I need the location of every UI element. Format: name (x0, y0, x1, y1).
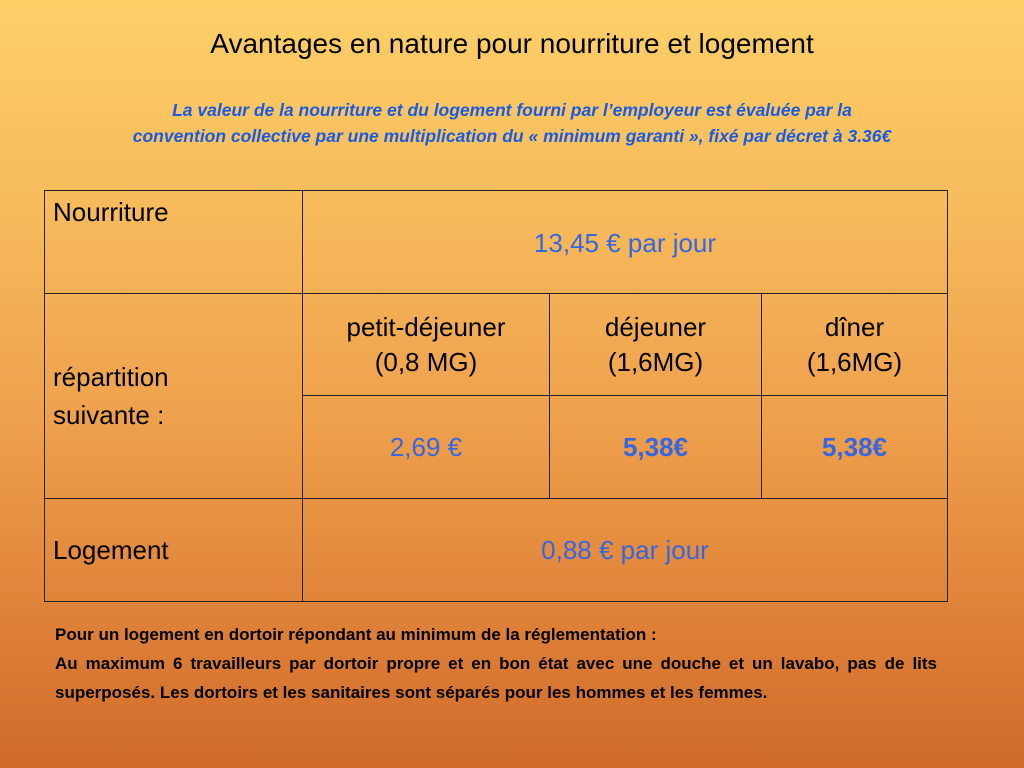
table-row-meals: répartition suivante : petit-déjeuner (0… (44, 293, 948, 499)
breakfast-amount: 2,69 € (302, 395, 550, 499)
note-body: Au maximum 6 travailleurs par dortoir pr… (55, 654, 937, 702)
slide-title: Avantages en nature pour nourriture et l… (210, 28, 814, 59)
meal-lunch-coef: (1,6MG) (607, 346, 704, 377)
meal-lunch-name: déjeuner (604, 311, 707, 342)
meal-breakfast-name: petit-déjeuner (346, 311, 506, 342)
table-row-amounts: 2,69 € 5,38€ 5,38€ (45, 395, 948, 499)
dormitory-note: Pour un logement en dortoir répondant au… (55, 620, 937, 707)
breakdown-label-line-1: répartition (53, 362, 169, 392)
note-heading: Pour un logement en dortoir répondant au… (55, 625, 657, 644)
subtitle-line-2: convention collective par une multiplica… (132, 126, 892, 146)
meal-lunch: déjeuner (1,6MG) (549, 293, 762, 396)
benefits-table: Nourriture 13,45 € par jour répartition … (44, 190, 948, 602)
slide-subtitle: La valeur de la nourriture et du logemen… (0, 97, 1024, 149)
meal-dinner: dîner (1,6MG) (761, 293, 948, 396)
meal-dinner-coef: (1,6MG) (806, 346, 903, 377)
breakdown-label: répartition suivante : (44, 293, 303, 499)
dinner-amount: 5,38€ (761, 395, 948, 499)
food-daily-value: 13,45 € par jour (302, 190, 948, 294)
meal-dinner-name: dîner (824, 311, 885, 342)
subtitle-line-1: La valeur de la nourriture et du logemen… (172, 100, 852, 120)
table-row-food: Nourriture 13,45 € par jour (44, 190, 948, 294)
lunch-amount: 5,38€ (549, 395, 762, 499)
food-label: Nourriture (44, 190, 303, 294)
lodging-label: Logement (44, 498, 303, 602)
breakdown-label-line-2: suivante : (53, 400, 165, 430)
lodging-daily-value: 0,88 € par jour (302, 498, 948, 602)
meal-breakfast: petit-déjeuner (0,8 MG) (302, 293, 550, 396)
table-row-lodging: Logement 0,88 € par jour (44, 498, 948, 602)
meal-breakfast-coef: (0,8 MG) (374, 346, 478, 377)
